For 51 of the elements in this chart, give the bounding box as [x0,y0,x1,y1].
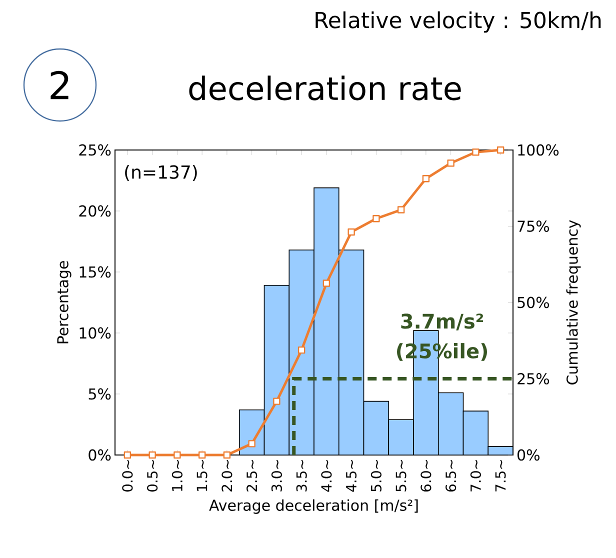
point [422,175,430,182]
x-tick-label: 2.5~ [246,460,258,492]
point [472,148,480,156]
x-tick-label: 6.0~ [420,460,432,492]
x-tick-label: 1.5~ [196,460,208,491]
point [148,451,156,459]
y2-tick-label: 100% [518,144,559,156]
text: 2 [50,70,68,100]
y2-axis-title: Cumulative frequency [566,220,581,384]
y2-tick-label: 50% [518,296,550,308]
y-tick-label: 0% [88,449,111,461]
x-tick-label: 7.5~ [495,460,506,492]
x-tick-label: 5.0~ [370,460,382,492]
x-tick-label: 0.5~ [147,460,158,492]
chart-title: deceleration rate [189,76,461,100]
y2-tick-label: 25% [518,373,550,384]
x-tick-label: 6.5~ [446,460,456,492]
x-tick-label: 4.0~ [321,460,332,492]
annotation: 3.7m/s² [401,314,484,330]
point [372,215,380,222]
point [298,346,306,354]
point [397,206,405,214]
point [447,160,454,167]
x-tick-label: 0.0~ [122,460,133,492]
point [198,451,206,459]
point [248,440,256,448]
point [174,451,181,459]
y-tick-label: 20% [79,205,111,217]
annotation: (n=137) [125,164,197,182]
x-tick-label: 1.0~ [172,460,182,491]
point [223,451,231,459]
y-tick-label: 25% [79,144,111,156]
x-tick-label: 3.0~ [271,460,282,492]
x-tick-label: 2.0~ [222,460,232,492]
y-tick-label: 5% [88,388,111,400]
x-tick-label: 4.5~ [346,460,357,492]
text: Relative velocity : 50km/h [316,11,601,33]
x-tick-label: 7.0~ [470,460,481,492]
point [124,451,132,459]
x-tick-label: 5.5~ [396,460,406,492]
y-tick-label: 15% [80,266,111,278]
point [322,280,330,287]
y2-tick-label: 75% [518,220,550,232]
x-axis-title: Average deceleration [m/s²] [209,499,418,514]
y-axis-title: Percentage [57,261,72,344]
point [496,146,504,154]
y2-tick-label: 0% [518,449,540,461]
y-tick-label: 10% [80,327,111,339]
point [348,228,355,236]
x-tick-label: 3.5~ [296,460,307,492]
point [273,398,280,405]
